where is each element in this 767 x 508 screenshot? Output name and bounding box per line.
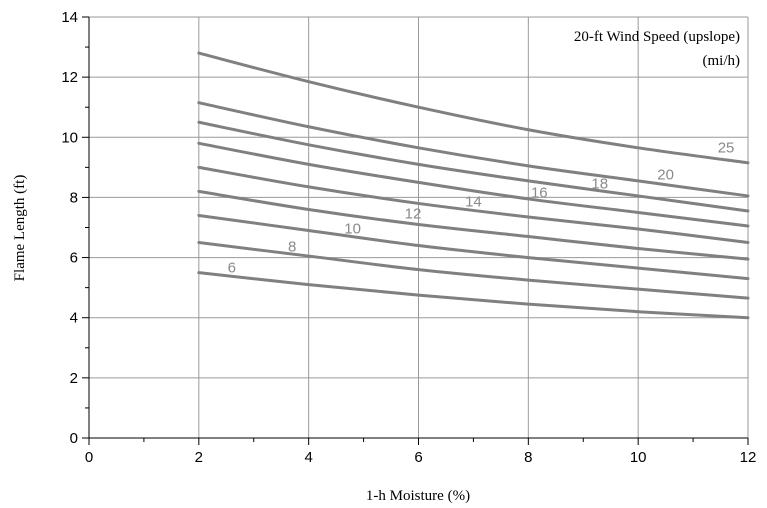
series-label-20: 20 <box>657 166 674 183</box>
x-tick-label: 10 <box>630 449 647 466</box>
y-tick-label: 2 <box>70 370 78 387</box>
legend-title-line2: (mi/h) <box>703 53 741 69</box>
series-label-6: 6 <box>228 260 236 277</box>
series-label-8: 8 <box>288 239 296 256</box>
series-line-25 <box>197 51 750 165</box>
series-label-14: 14 <box>465 193 482 210</box>
y-axis-label: Flame Length (ft) <box>12 175 28 282</box>
series-line-12 <box>197 189 750 261</box>
series-line-16 <box>197 141 750 228</box>
y-tick-label: 10 <box>61 129 78 146</box>
series-label-25: 25 <box>718 139 735 156</box>
series-label-10: 10 <box>344 221 361 238</box>
y-tick-label: 0 <box>70 430 78 447</box>
series-line-6 <box>197 271 750 320</box>
series-line-20 <box>197 101 750 198</box>
x-tick-label: 12 <box>740 449 757 466</box>
x-tick-label: 2 <box>195 449 203 466</box>
grid-lines <box>89 16 749 438</box>
series-label-16: 16 <box>531 184 548 201</box>
x-tick-label: 0 <box>85 449 93 466</box>
axes: 0 2 4 6 8 10 12 0 2 4 6 8 10 12 14 <box>61 9 756 466</box>
series-labels: 6 8 10 12 14 16 18 20 25 <box>228 139 735 276</box>
x-tick-label: 8 <box>524 449 532 466</box>
y-tick-label: 12 <box>61 69 78 86</box>
series-line-14 <box>197 165 750 245</box>
series-label-12: 12 <box>405 205 422 222</box>
series-line-10 <box>197 213 750 281</box>
y-tick-label: 14 <box>61 9 78 26</box>
y-tick-label: 6 <box>70 250 78 267</box>
series-line-18 <box>197 120 750 213</box>
y-tick-label: 8 <box>70 189 78 206</box>
series-lines <box>197 51 750 320</box>
series-label-18: 18 <box>591 175 608 192</box>
y-tick-label: 4 <box>70 310 78 327</box>
x-tick-label: 6 <box>414 449 422 466</box>
x-tick-label: 4 <box>304 449 312 466</box>
series-line-8 <box>197 241 750 300</box>
x-axis-label: 1-h Moisture (%) <box>366 488 470 504</box>
legend-title-line1: 20-ft Wind Speed (upslope) <box>574 29 740 45</box>
